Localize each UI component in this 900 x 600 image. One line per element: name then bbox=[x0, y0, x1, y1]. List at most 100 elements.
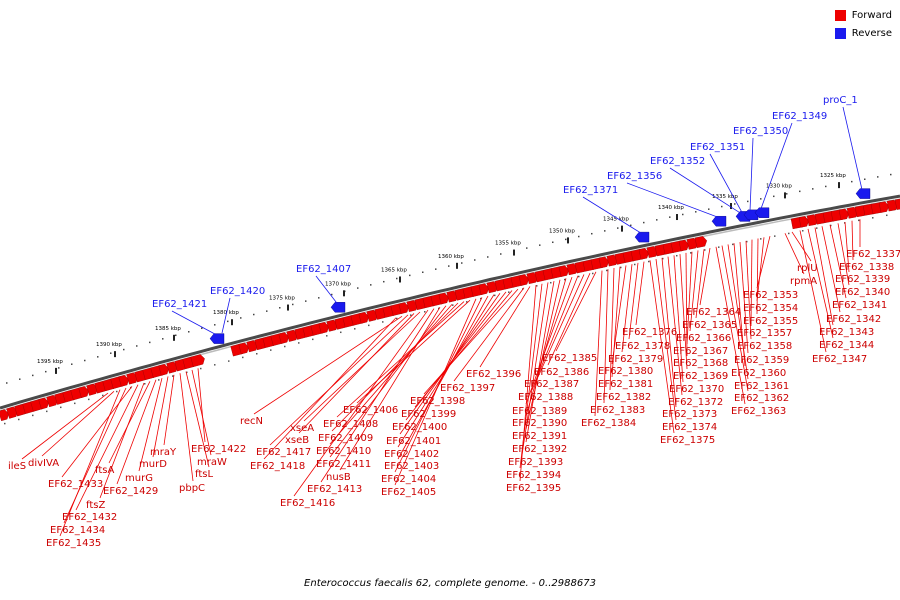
forward-gene-label: EF62_1406 bbox=[343, 405, 398, 416]
forward-leader bbox=[152, 376, 169, 458]
forward-gene-label: EF62_1378 bbox=[615, 341, 670, 352]
forward-gene-label: EF62_1389 bbox=[512, 406, 567, 417]
forward-gene bbox=[678, 239, 690, 252]
forward-gene-label: xseB bbox=[285, 435, 309, 446]
scale-tick bbox=[513, 249, 515, 256]
lower-dot bbox=[270, 349, 272, 351]
forward-leader bbox=[750, 239, 753, 327]
scale-dot bbox=[773, 195, 775, 198]
scale-dot bbox=[162, 338, 164, 340]
scale-dot bbox=[448, 265, 450, 267]
scale-dot bbox=[214, 324, 216, 326]
reverse-gene-label: EF62_1352 bbox=[650, 156, 705, 167]
forward-gene-label: EF62_1411 bbox=[316, 459, 371, 470]
forward-gene-label: EF62_1405 bbox=[381, 487, 436, 498]
forward-gene-label: mraY bbox=[150, 447, 177, 458]
forward-leader bbox=[611, 266, 621, 378]
forward-gene-label: EF62_1395 bbox=[506, 483, 561, 494]
forward-gene-label: recN bbox=[240, 416, 263, 427]
lower-dot bbox=[18, 418, 20, 421]
forward-gene-label: EF62_1402 bbox=[384, 449, 439, 460]
forward-leader bbox=[179, 373, 194, 482]
legend-reverse-swatch bbox=[834, 27, 846, 39]
reverse-gene bbox=[855, 188, 871, 199]
lower-dot bbox=[606, 269, 608, 272]
forward-leader bbox=[837, 223, 850, 286]
forward-leader bbox=[525, 281, 555, 443]
forward-gene-label: EF62_1400 bbox=[392, 422, 447, 433]
forward-leader bbox=[555, 271, 597, 352]
forward-leader bbox=[531, 275, 579, 391]
lower-dot bbox=[158, 379, 160, 381]
lower-dot bbox=[886, 214, 888, 217]
legend-reverse: Reverse bbox=[834, 26, 892, 40]
scale-dot bbox=[305, 300, 307, 302]
lower-dot bbox=[74, 402, 76, 405]
scale-dot bbox=[409, 274, 411, 277]
forward-leader bbox=[479, 286, 531, 368]
forward-gene bbox=[638, 248, 650, 260]
forward-gene bbox=[278, 332, 289, 344]
forward-leader bbox=[59, 389, 121, 537]
lower-dot bbox=[116, 390, 118, 393]
scale-dot bbox=[58, 367, 60, 369]
forward-gene-label: EF62_1392 bbox=[512, 444, 567, 455]
lower-dot bbox=[774, 235, 776, 237]
forward-leader bbox=[336, 301, 465, 418]
scale-dot bbox=[565, 238, 567, 241]
lower-dot bbox=[312, 338, 314, 341]
scale-dot bbox=[45, 370, 47, 373]
forward-gene-label: EF62_1394 bbox=[506, 470, 561, 481]
forward-gene-label: EF62_1343 bbox=[819, 327, 874, 338]
scale-tick-label: 1360 kbp bbox=[438, 254, 464, 260]
scale-dot bbox=[422, 271, 424, 274]
forward-gene-label: EF62_1413 bbox=[307, 484, 362, 495]
forward-leader bbox=[745, 240, 752, 340]
scale-dot bbox=[136, 345, 138, 347]
lower-dot bbox=[690, 252, 692, 254]
lower-dot bbox=[88, 398, 90, 401]
reverse-leader bbox=[315, 275, 338, 304]
forward-leader bbox=[844, 221, 850, 273]
forward-leader bbox=[303, 311, 421, 422]
forward-gene bbox=[0, 409, 9, 422]
forward-gene-label: EF62_1360 bbox=[731, 368, 786, 379]
forward-gene-label: EF62_1390 bbox=[512, 418, 567, 429]
forward-gene-label: EF62_1365 bbox=[682, 320, 737, 331]
reverse-gene bbox=[209, 333, 225, 344]
forward-leader bbox=[263, 317, 397, 460]
forward-gene-label: nusB bbox=[326, 472, 351, 483]
forward-gene bbox=[558, 265, 570, 277]
scale-dot bbox=[734, 203, 736, 205]
scale-dot bbox=[682, 213, 684, 216]
scale-tick-label: 1325 kbp bbox=[820, 173, 846, 179]
scale-dot bbox=[643, 221, 645, 224]
forward-leader bbox=[269, 314, 409, 446]
lower-dot bbox=[494, 294, 496, 297]
forward-leader bbox=[814, 227, 834, 326]
scale-dot bbox=[552, 241, 554, 244]
legend-forward-label: Forward bbox=[851, 9, 892, 21]
forward-leader bbox=[99, 382, 145, 499]
forward-leader bbox=[727, 244, 749, 380]
forward-gene-label: EF62_1387 bbox=[524, 379, 579, 390]
scale-dot bbox=[71, 363, 73, 365]
scale-dot bbox=[123, 348, 125, 351]
scale-dot bbox=[539, 244, 541, 246]
lower-dot bbox=[410, 314, 412, 316]
forward-gene-label: EF62_1408 bbox=[323, 419, 378, 430]
forward-gene bbox=[598, 256, 610, 269]
scale-dot bbox=[279, 307, 281, 309]
forward-leader bbox=[339, 307, 441, 471]
lower-dot bbox=[718, 246, 720, 248]
reverse-gene-label: EF62_1421 bbox=[152, 299, 207, 310]
forward-leader bbox=[739, 242, 749, 354]
lower-dot bbox=[466, 301, 468, 303]
forward-leader bbox=[453, 287, 525, 382]
forward-gene-label: EF62_1357 bbox=[737, 328, 792, 339]
lower-dot bbox=[102, 394, 104, 397]
reverse-gene-label: EF62_1407 bbox=[296, 264, 351, 275]
scale-tick-label: 1355 kbp bbox=[495, 241, 521, 247]
scale-dot bbox=[266, 310, 268, 312]
scale-dot bbox=[461, 262, 463, 264]
